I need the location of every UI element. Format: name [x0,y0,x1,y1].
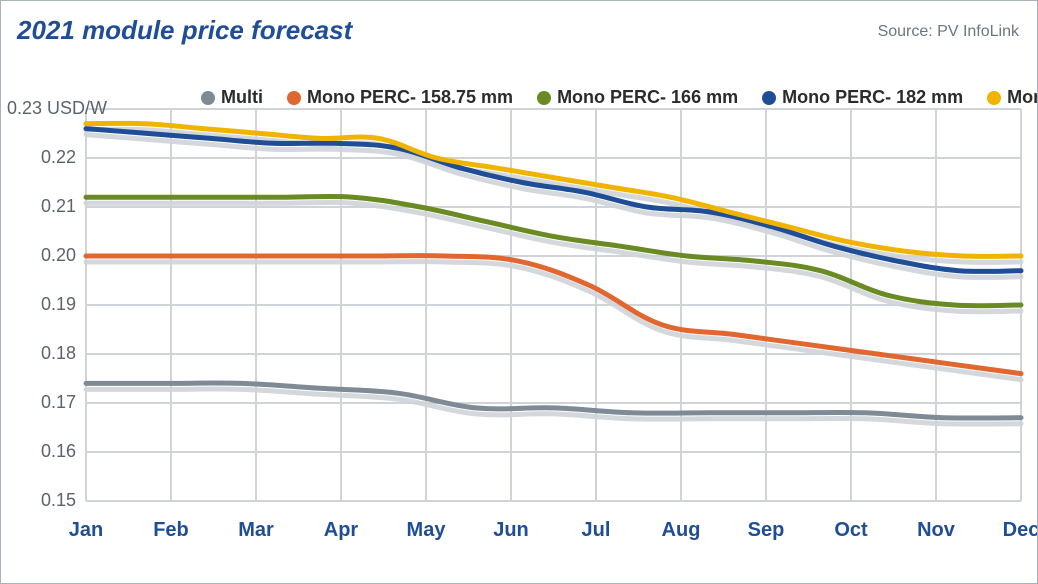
y-tick-label: 0.19 [7,294,76,315]
x-tick-label: Jun [493,519,529,542]
x-tick-label: Mar [238,519,274,542]
y-tick-label: 0.22 [7,147,76,168]
y-tick-label: 0.15 [7,490,76,511]
series-line [86,256,1021,374]
x-tick-label: Dec [1003,519,1038,542]
series-line [86,196,1021,305]
y-tick-label: 0.17 [7,392,76,413]
x-tick-label: Jul [582,519,611,542]
x-tick-label: Apr [324,519,358,542]
x-tick-label: Jan [69,519,103,542]
x-tick-label: Oct [834,519,867,542]
x-tick-label: May [407,519,446,542]
x-tick-label: Sep [748,519,785,542]
y-tick-label: 0.21 [7,196,76,217]
x-tick-label: Nov [917,519,955,542]
y-axis-unit: 0.23 USD/W [7,98,117,119]
y-tick-label: 0.18 [7,343,76,364]
y-tick-label: 0.16 [7,441,76,462]
plot-area [1,1,1038,584]
y-tick-label: 0.20 [7,245,76,266]
x-tick-label: Feb [153,519,189,542]
chart-container: 2021 module price forecast Source: PV In… [0,0,1038,584]
x-tick-label: Aug [662,519,701,542]
